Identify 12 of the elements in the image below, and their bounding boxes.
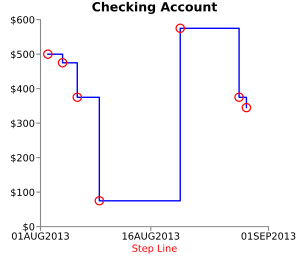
y-tick-label: $0 (23, 222, 34, 232)
y-tick-label: $600 (11, 16, 34, 25)
y-tick-label: $300 (11, 119, 34, 128)
y-tick-label: $400 (11, 84, 34, 94)
chart-title: Checking Account (92, 2, 218, 14)
y-tick-label: $200 (11, 154, 34, 163)
x-tick-label: 16AUG2013 (122, 232, 180, 240)
y-tick-label: $100 (11, 188, 34, 198)
x-tick-label: 01SEP2013 (241, 232, 296, 240)
y-tick-label: $500 (11, 50, 34, 60)
x-axis-title: Step Line (132, 244, 177, 254)
x-tick-label: 01AUG2013 (12, 232, 69, 240)
